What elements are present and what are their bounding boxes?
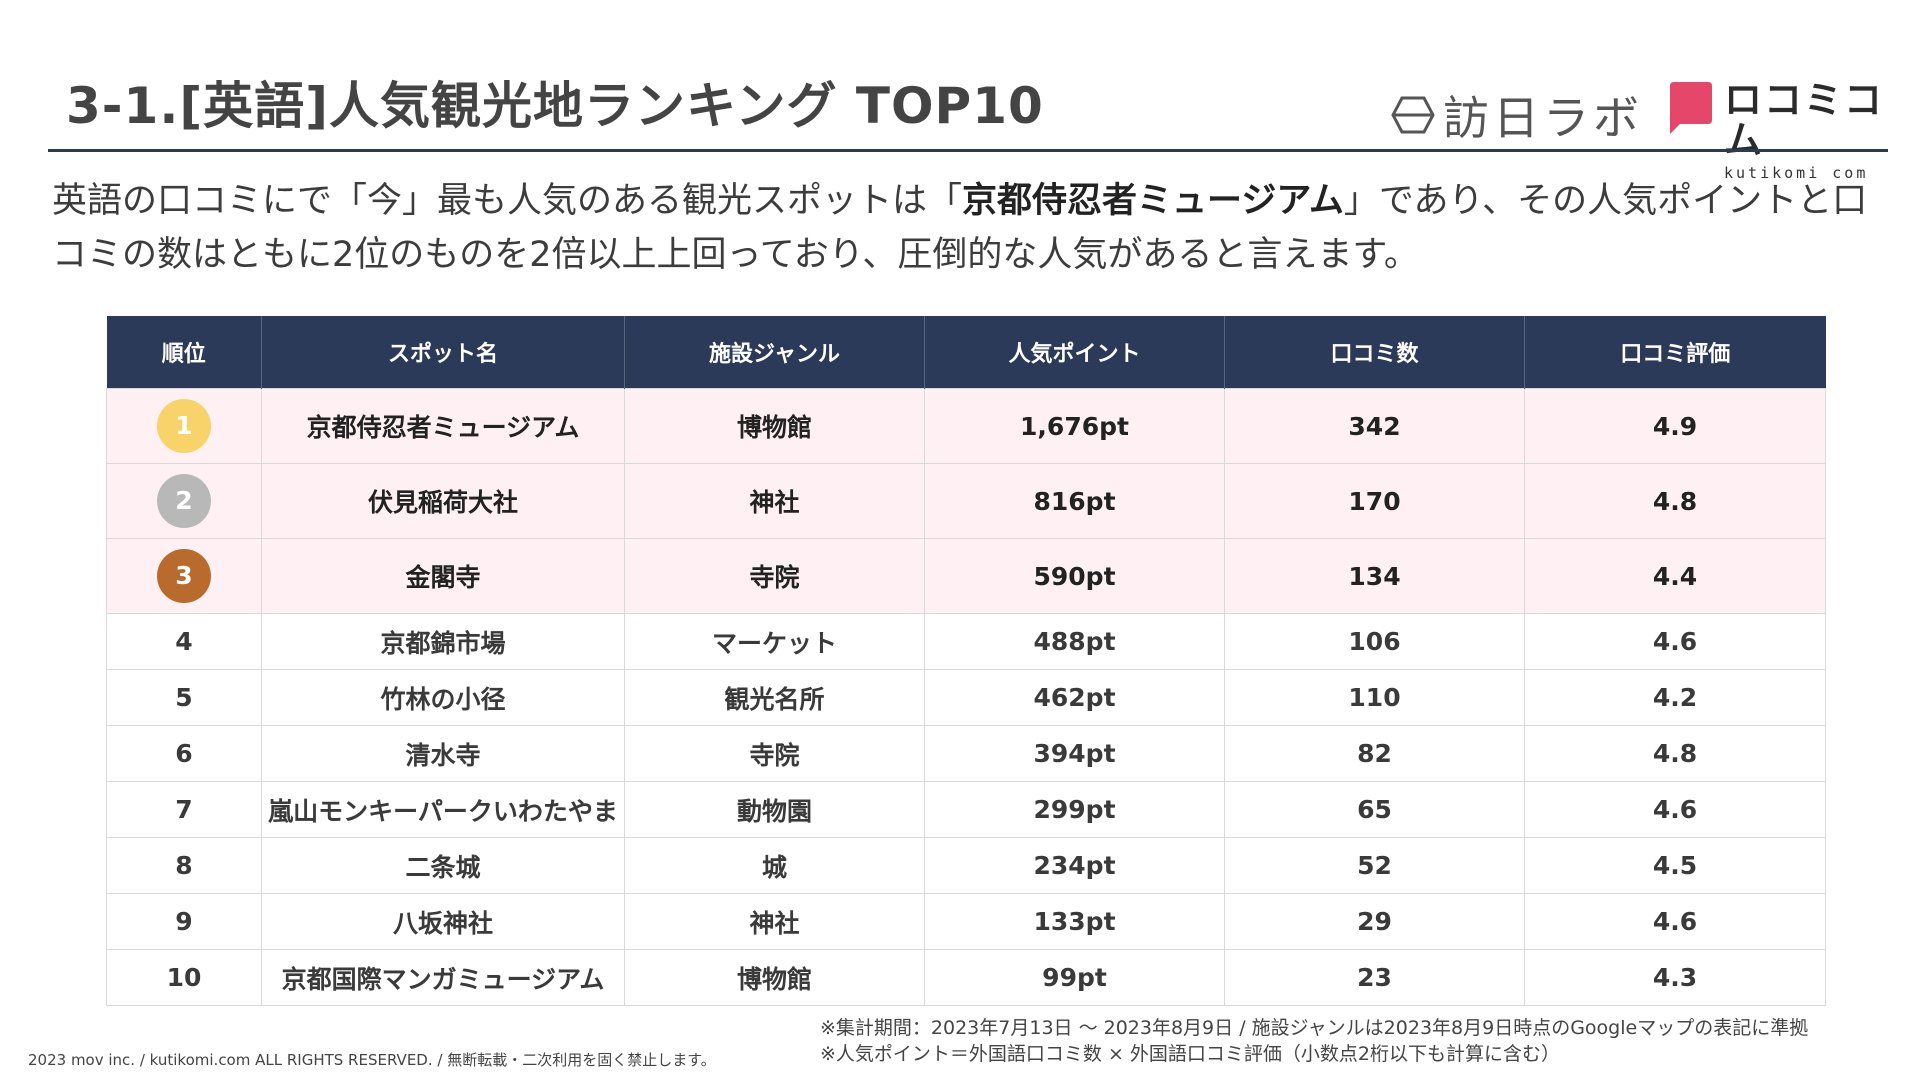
- hexagon-icon: [1391, 95, 1435, 135]
- review-count-cell: 110: [1224, 669, 1525, 726]
- spot-name-cell: 嵐山モンキーパークいわたやま: [261, 781, 625, 838]
- rank-cell: 8: [106, 837, 262, 894]
- spot-name-cell: 京都錦市場: [261, 613, 625, 670]
- rank-cell: 7: [106, 781, 262, 838]
- lead-text-after: 」であり、その人気ポイントと口コミの数はともに2位のものを2倍以上上回っており、…: [52, 181, 1868, 275]
- rank-cell: 10: [106, 949, 262, 1006]
- speech-bubble-icon: [1664, 80, 1714, 134]
- spot-name-cell: 京都侍忍者ミュージアム: [261, 388, 625, 464]
- header-rank: 順位: [106, 316, 262, 389]
- table-row: 2 伏見稲荷大社 神社 816pt 170 4.8: [106, 463, 1826, 539]
- header-points: 人気ポイント: [924, 316, 1225, 389]
- rating-cell: 4.4: [1524, 538, 1826, 614]
- ranking-table: 順位 スポット名 施設ジャンル 人気ポイント 口コミ数 口コミ評価 1 京都侍忍…: [106, 316, 1826, 1006]
- points-cell: 99pt: [924, 949, 1225, 1006]
- review-count-cell: 170: [1224, 463, 1525, 539]
- table-row: 7 嵐山モンキーパークいわたやま 動物園 299pt 65 4.6: [106, 781, 1826, 838]
- genre-cell: 神社: [624, 463, 925, 539]
- homon-lab-wordmark: 訪日ラボ: [1443, 91, 1643, 145]
- table-row: 6 清水寺 寺院 394pt 82 4.8: [106, 725, 1826, 782]
- review-count-cell: 106: [1224, 613, 1525, 670]
- points-cell: 394pt: [924, 725, 1225, 782]
- header-spot-name: スポット名: [261, 316, 625, 389]
- rank-cell: 2: [106, 463, 262, 539]
- points-cell: 590pt: [924, 538, 1225, 614]
- review-count-cell: 82: [1224, 725, 1525, 782]
- lead-highlight: 京都侍忍者ミュージアム: [962, 181, 1344, 221]
- review-count-cell: 29: [1224, 893, 1525, 950]
- spot-name-cell: 清水寺: [261, 725, 625, 782]
- table-row: 8 二条城 城 234pt 52 4.5: [106, 837, 1826, 894]
- rating-cell: 4.2: [1524, 669, 1826, 726]
- review-count-cell: 65: [1224, 781, 1525, 838]
- rating-cell: 4.6: [1524, 893, 1826, 950]
- genre-cell: 博物館: [624, 949, 925, 1006]
- kutikomi-logo: ロコミコム kutikomi com: [1664, 80, 1919, 182]
- rank-cell: 6: [106, 725, 262, 782]
- points-cell: 1,676pt: [924, 388, 1225, 464]
- spot-name-cell: 金閣寺: [261, 538, 625, 614]
- review-count-cell: 342: [1224, 388, 1525, 464]
- homon-lab-logo: 訪日ラボ: [1391, 82, 1643, 148]
- rating-cell: 4.8: [1524, 463, 1826, 539]
- bronze-medal-badge: 3: [157, 549, 211, 603]
- genre-cell: 城: [624, 837, 925, 894]
- genre-cell: 博物館: [624, 388, 925, 464]
- footnotes: ※集計期間：2023年7月13日 〜 2023年8月9日 / 施設ジャンルは20…: [820, 1015, 1808, 1067]
- footnote-period: ※集計期間：2023年7月13日 〜 2023年8月9日 / 施設ジャンルは20…: [820, 1017, 1809, 1039]
- spot-name-cell: 二条城: [261, 837, 625, 894]
- rank-cell: 4: [106, 613, 262, 670]
- rating-cell: 4.6: [1524, 781, 1826, 838]
- points-cell: 462pt: [924, 669, 1225, 726]
- rank-cell: 9: [106, 893, 262, 950]
- lead-text-before: 英語の口コミにで「今」最も人気のある観光スポットは「: [52, 181, 963, 221]
- spot-name-cell: 伏見稲荷大社: [261, 463, 625, 539]
- review-count-cell: 23: [1224, 949, 1525, 1006]
- genre-cell: 観光名所: [624, 669, 925, 726]
- rating-cell: 4.8: [1524, 725, 1826, 782]
- spot-name-cell: 竹林の小径: [261, 669, 625, 726]
- copyright-notice: 2023 mov inc. / kutikomi.com ALL RIGHTS …: [28, 1051, 716, 1069]
- spot-name-cell: 京都国際マンガミュージアム: [261, 949, 625, 1006]
- silver-medal-badge: 2: [157, 474, 211, 528]
- table-row: 4 京都錦市場 マーケット 488pt 106 4.6: [106, 613, 1826, 670]
- title-divider: [48, 149, 1888, 152]
- rank-cell: 1: [106, 388, 262, 464]
- rating-cell: 4.6: [1524, 613, 1826, 670]
- table-row: 9 八坂神社 神社 133pt 29 4.6: [106, 893, 1826, 950]
- points-cell: 488pt: [924, 613, 1225, 670]
- footnote-formula: ※人気ポイント＝外国語口コミ数 × 外国語口コミ評価（小数点2桁以下も計算に含む…: [820, 1043, 1561, 1065]
- rank-cell: 5: [106, 669, 262, 726]
- header-review-count: 口コミ数: [1224, 316, 1525, 389]
- genre-cell: マーケット: [624, 613, 925, 670]
- points-cell: 299pt: [924, 781, 1225, 838]
- page-title: 3-1.[英語]人気観光地ランキング TOP10: [66, 77, 1044, 135]
- points-cell: 816pt: [924, 463, 1225, 539]
- rating-cell: 4.9: [1524, 388, 1826, 464]
- lead-paragraph: 英語の口コミにで「今」最も人気のある観光スポットは「京都侍忍者ミュージアム」であ…: [52, 174, 1882, 282]
- rank-cell: 3: [106, 538, 262, 614]
- table-header-row: 順位 スポット名 施設ジャンル 人気ポイント 口コミ数 口コミ評価: [106, 316, 1826, 389]
- review-count-cell: 52: [1224, 837, 1525, 894]
- rating-cell: 4.3: [1524, 949, 1826, 1006]
- rating-cell: 4.5: [1524, 837, 1826, 894]
- genre-cell: 神社: [624, 893, 925, 950]
- table-row: 10 京都国際マンガミュージアム 博物館 99pt 23 4.3: [106, 949, 1826, 1006]
- spot-name-cell: 八坂神社: [261, 893, 625, 950]
- table-row: 5 竹林の小径 観光名所 462pt 110 4.2: [106, 669, 1826, 726]
- genre-cell: 寺院: [624, 538, 925, 614]
- kutikomi-wordmark-en: kutikomi com: [1724, 164, 1869, 182]
- points-cell: 234pt: [924, 837, 1225, 894]
- table-row: 1 京都侍忍者ミュージアム 博物館 1,676pt 342 4.9: [106, 388, 1826, 464]
- review-count-cell: 134: [1224, 538, 1525, 614]
- header-review-rating: 口コミ評価: [1524, 316, 1826, 389]
- genre-cell: 寺院: [624, 725, 925, 782]
- table-row: 3 金閣寺 寺院 590pt 134 4.4: [106, 538, 1826, 614]
- gold-medal-badge: 1: [157, 399, 211, 453]
- genre-cell: 動物園: [624, 781, 925, 838]
- kutikomi-wordmark-jp: ロコミコム: [1724, 78, 1885, 162]
- header-genre: 施設ジャンル: [624, 316, 925, 389]
- points-cell: 133pt: [924, 893, 1225, 950]
